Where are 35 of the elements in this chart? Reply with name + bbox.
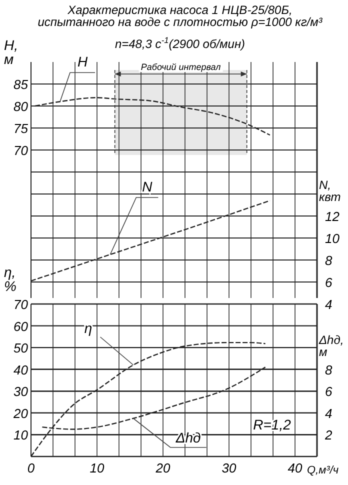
y-tick-label: 85 [14, 77, 29, 92]
y-tick-label: 30 [14, 384, 29, 400]
y2-axis-title: N, квт [319, 178, 341, 204]
y2-tick-label: 2 [324, 428, 333, 443]
y-axis-title: H, м [4, 37, 18, 67]
y2-tick-label: 12 [325, 209, 340, 224]
x-tick-label: 20 [154, 460, 172, 476]
y2-axis-title: Δhд, м [318, 333, 344, 359]
y2-tick-label: 4 [325, 297, 332, 312]
text: N [142, 178, 154, 194]
y-tick-label: 60 [14, 318, 29, 334]
y-tick-label: 70 [14, 297, 29, 312]
y-tick-label: 10 [14, 428, 29, 443]
y-tick-label: 80 [14, 99, 29, 114]
x-tick-label: 40 [288, 460, 304, 476]
x-tick-label: 0 [27, 460, 36, 476]
y2-tick-label: 10 [325, 231, 340, 246]
y-tick-label: 75 [14, 121, 29, 136]
text: H [77, 54, 88, 70]
x-tick-label: 10 [90, 460, 105, 476]
y-tick-label: 50 [14, 340, 29, 356]
chart-subtitle: n=48,3 с$^{-1}$(2900 об/мин) [114, 35, 246, 51]
chart-title: Характеристика насоса 1 НЦВ-25/80Б, испытанного на воде с плотностью ρ=1000 кг/м³ [38, 3, 324, 29]
y-tick-label: 70 [14, 143, 29, 158]
y2-tick-label: 4 [325, 406, 332, 421]
x-tick-label: 30 [222, 460, 238, 476]
y-axis-title: η, % [4, 264, 16, 294]
y-tick-label: 40 [14, 362, 29, 378]
y2-tick-label: 6 [325, 275, 333, 290]
x-axis-title: Q,м³/ч [307, 464, 339, 476]
band-label: Рабочий интервал [140, 62, 221, 72]
y2-tick-label: 6 [325, 384, 333, 400]
y-tick-label: 20 [12, 406, 29, 421]
y2-tick-label: 8 [325, 253, 333, 268]
y2-tick-label: 8 [325, 362, 333, 378]
